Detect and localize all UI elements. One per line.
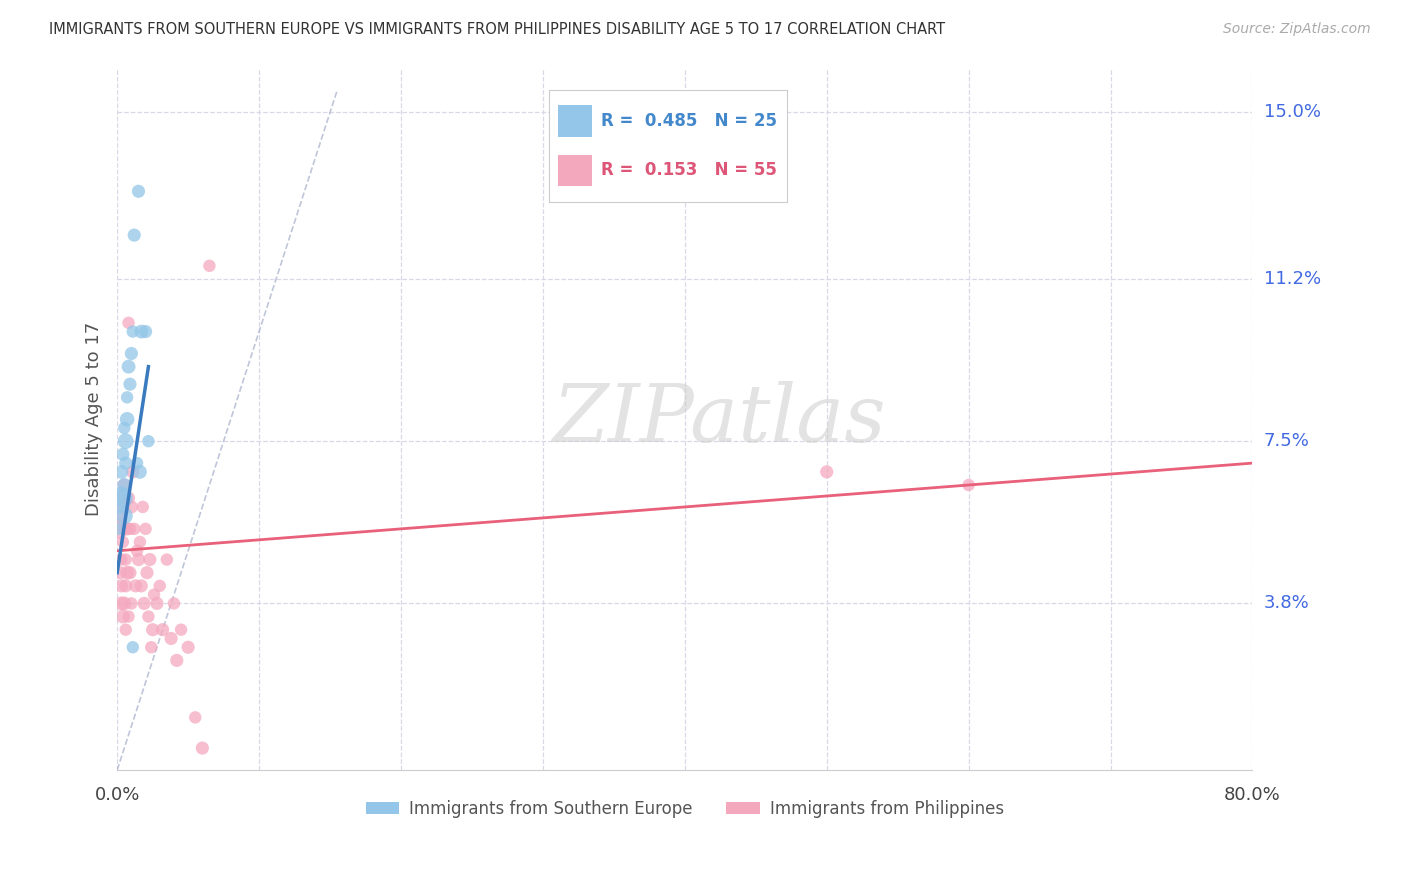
Text: 11.2%: 11.2% [1264,270,1320,288]
Point [114,623,136,637]
Point [815,465,838,479]
Point [121,325,143,339]
Point [139,552,162,566]
Point [111,609,134,624]
Point [108,566,131,580]
Point [184,710,207,724]
Point [138,434,160,449]
Point [134,596,156,610]
Point [121,465,143,479]
Point [127,552,149,566]
Point [120,596,142,610]
Point [107,522,129,536]
Point [122,228,145,243]
Point [152,623,174,637]
Text: ZIPatlas: ZIPatlas [553,381,886,458]
Point [117,359,139,374]
Point [163,596,186,610]
Point [138,609,160,624]
Point [124,579,146,593]
Point [141,640,163,655]
Point [110,465,132,479]
Point [191,741,214,756]
Point [136,566,159,580]
Point [118,377,141,392]
Point [177,640,200,655]
Point [115,412,138,426]
Point [125,543,148,558]
Point [112,478,135,492]
Point [110,579,132,593]
Point [117,609,139,624]
Text: Source: ZipAtlas.com: Source: ZipAtlas.com [1223,22,1371,37]
Point [111,491,134,505]
Point [127,184,149,198]
Point [115,390,138,404]
Point [112,508,135,523]
Point [117,491,139,505]
Point [149,579,172,593]
Point [132,500,155,514]
Point [112,478,135,492]
Point [128,535,150,549]
Point [115,522,138,536]
Point [111,447,134,461]
Legend: Immigrants from Southern Europe, Immigrants from Philippines: Immigrants from Southern Europe, Immigra… [360,794,1011,825]
Text: 3.8%: 3.8% [1264,594,1309,613]
Point [198,259,221,273]
Point [114,456,136,470]
Point [112,421,135,435]
Point [131,579,153,593]
Text: IMMIGRANTS FROM SOUTHERN EUROPE VS IMMIGRANTS FROM PHILIPPINES DISABILITY AGE 5 : IMMIGRANTS FROM SOUTHERN EUROPE VS IMMIG… [49,22,945,37]
Text: 7.5%: 7.5% [1264,433,1309,450]
Text: 15.0%: 15.0% [1264,103,1320,121]
Point [110,487,132,501]
Point [112,522,135,536]
Point [108,508,131,523]
Y-axis label: Disability Age 5 to 17: Disability Age 5 to 17 [86,322,103,516]
Point [125,456,148,470]
Point [170,623,193,637]
Point [114,579,136,593]
Point [110,552,132,566]
Point [117,316,139,330]
Point [121,640,143,655]
Point [120,346,142,360]
Point [108,500,131,514]
Point [131,325,153,339]
Point [118,566,141,580]
Point [122,522,145,536]
Point [142,623,165,637]
Point [135,522,157,536]
Point [135,325,157,339]
Point [166,653,188,667]
Point [115,566,138,580]
Point [114,552,136,566]
Point [120,500,142,514]
Point [160,632,183,646]
Point [107,522,129,536]
Point [107,491,129,505]
Point [957,478,980,492]
Point [156,552,179,566]
Point [112,596,135,610]
Point [111,535,134,549]
Point [111,500,134,514]
Point [118,522,141,536]
Point [143,588,166,602]
Point [128,465,150,479]
Point [146,596,169,610]
Point [114,434,136,449]
Point [110,596,132,610]
